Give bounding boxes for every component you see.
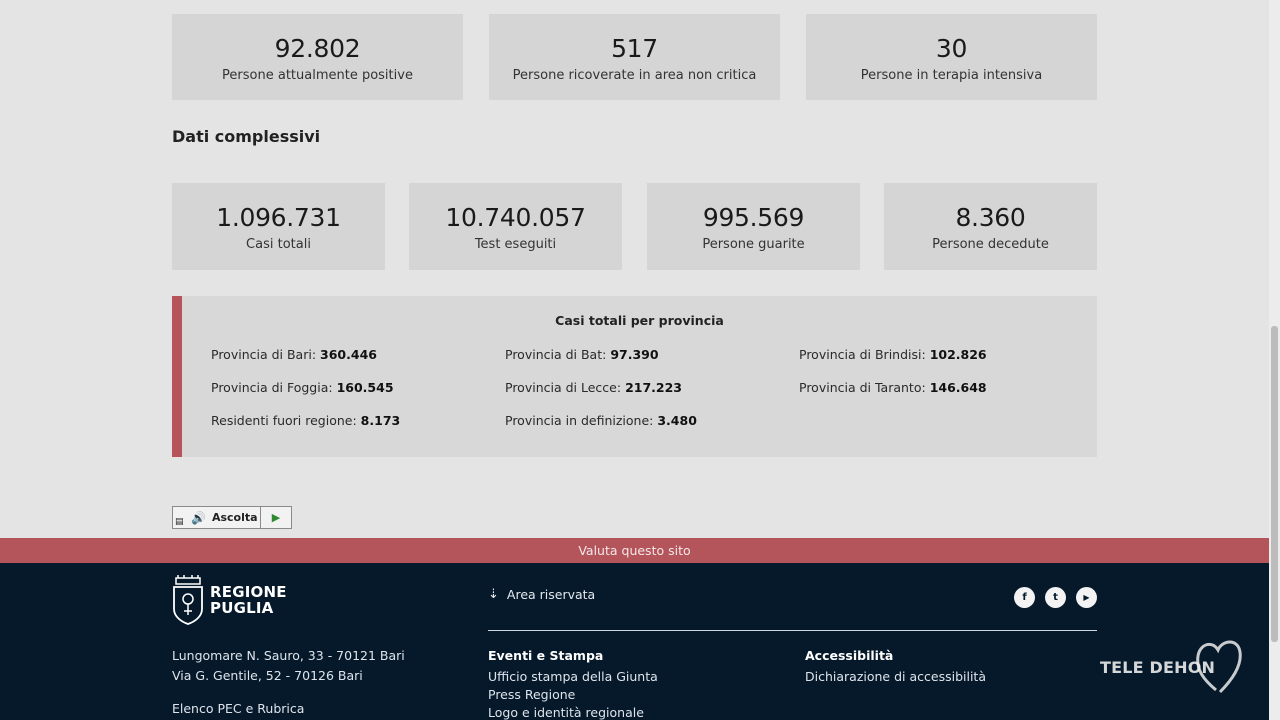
stat-label: Persone decedute [932, 237, 1049, 252]
province-label: Provincia di Bat: [505, 347, 607, 362]
coat-of-arms-icon [173, 575, 203, 625]
watermark-text: TELE DEHON [1100, 658, 1216, 677]
footer-divider [488, 630, 1097, 631]
province-item: Provincia di Foggia: 160.545 [211, 380, 394, 395]
play-icon: ▶ [271, 511, 281, 524]
province-panel: Casi totali per provincia Provincia di B… [172, 296, 1097, 457]
stat-recovered: 995.569 Persone guarite [647, 183, 860, 270]
stat-value: 517 [611, 34, 658, 63]
events-heading: Eventi e Stampa [488, 648, 604, 663]
province-label: Provincia di Bari: [211, 347, 317, 362]
menu-icon[interactable]: ▤ [175, 517, 184, 527]
province-value: 217.223 [625, 380, 682, 395]
province-value: 360.446 [320, 347, 377, 362]
login-icon: ⇣ [488, 587, 499, 602]
province-accent-bar [172, 296, 182, 457]
province-item: Residenti fuori regione: 8.173 [211, 413, 400, 428]
province-item: Provincia di Lecce: 217.223 [505, 380, 682, 395]
stat-label: Test eseguiti [474, 237, 557, 252]
stat-value: 8.360 [955, 203, 1026, 232]
stat-value: 92.802 [274, 34, 361, 63]
scrollbar-thumb[interactable] [1271, 326, 1278, 642]
section-title: Dati complessivi [172, 127, 321, 146]
address-line: Lungomare N. Sauro, 33 - 70121 Bari [172, 648, 405, 663]
province-label: Provincia di Taranto: [799, 380, 926, 395]
footer-link[interactable]: Logo e identità regionale [488, 705, 644, 720]
speaker-icon: 🔊 [191, 510, 206, 525]
stat-intensive-care: 30 Persone in terapia intensiva [806, 14, 1097, 100]
province-item: Provincia di Taranto: 146.648 [799, 380, 987, 395]
youtube-icon[interactable]: ▶ [1076, 587, 1097, 608]
listen-widget: ▤ 🔊 Ascolta ▶ [172, 506, 292, 529]
stat-tests: 10.740.057 Test eseguiti [409, 183, 622, 270]
stat-value: 995.569 [702, 203, 805, 232]
footer-link[interactable]: Ufficio stampa della Giunta [488, 669, 658, 684]
province-label: Provincia in definizione: [505, 413, 654, 428]
footer-link[interactable]: Dichiarazione di accessibilità [805, 669, 986, 684]
scrollbar[interactable] [1269, 0, 1280, 720]
footer: REGIONE PUGLIA Lungomare N. Sauro, 33 - … [0, 563, 1269, 720]
province-item: Provincia di Bari: 360.446 [211, 347, 377, 362]
twitter-icon[interactable]: t [1045, 587, 1066, 608]
logo-text: REGIONE PUGLIA [210, 584, 287, 616]
stat-deceased: 8.360 Persone decedute [884, 183, 1097, 270]
stat-label: Persone in terapia intensiva [860, 68, 1043, 83]
province-value: 160.545 [336, 380, 394, 395]
stat-label: Persone ricoverate in area non critica [512, 68, 757, 83]
province-item: Provincia di Brindisi: 102.826 [799, 347, 987, 362]
area-riservata-link[interactable]: ⇣ Area riservata [488, 587, 595, 602]
rate-site-link[interactable]: Valuta questo sito [0, 538, 1269, 563]
pec-rubrica-link[interactable]: Elenco PEC e Rubrica [172, 701, 305, 716]
province-value: 97.390 [610, 347, 659, 362]
play-button[interactable]: ▶ [261, 507, 291, 528]
stat-label: Persone attualmente positive [222, 68, 413, 83]
province-title: Casi totali per provincia [555, 313, 724, 328]
stat-hospitalized: 517 Persone ricoverate in area non criti… [489, 14, 780, 100]
province-label: Residenti fuori regione: [211, 413, 357, 428]
heart-icon [1196, 640, 1242, 694]
province-item: Provincia in definizione: 3.480 [505, 413, 697, 428]
province-value: 3.480 [657, 413, 697, 428]
footer-link[interactable]: Press Regione [488, 687, 576, 702]
facebook-icon[interactable]: f [1014, 587, 1035, 608]
area-riservata-label: Area riservata [506, 587, 596, 602]
regione-puglia-logo[interactable]: REGIONE PUGLIA [172, 575, 287, 625]
stat-value: 30 [935, 34, 968, 63]
province-value: 8.173 [360, 413, 401, 428]
listen-button[interactable]: ▤ 🔊 Ascolta [173, 507, 261, 528]
tele-dehon-watermark: TELE DEHON [1100, 636, 1250, 696]
stat-positive: 92.802 Persone attualmente positive [172, 14, 463, 100]
province-item: Provincia di Bat: 97.390 [505, 347, 659, 362]
logo-line: REGIONE [210, 583, 287, 601]
stat-label: Casi totali [246, 237, 311, 252]
stat-label: Persone guarite [702, 237, 805, 252]
accessibility-heading: Accessibilità [805, 648, 894, 663]
logo-line: PUGLIA [210, 599, 274, 617]
province-label: Provincia di Foggia: [211, 380, 333, 395]
province-label: Provincia di Lecce: [505, 380, 622, 395]
province-label: Provincia di Brindisi: [799, 347, 926, 362]
address-line: Via G. Gentile, 52 - 70126 Bari [172, 668, 363, 683]
stat-value: 1.096.731 [216, 203, 341, 232]
stat-total-cases: 1.096.731 Casi totali [172, 183, 385, 270]
listen-label: Ascolta [211, 511, 258, 524]
province-value: 146.648 [929, 380, 987, 395]
province-value: 102.826 [929, 347, 987, 362]
stat-value: 10.740.057 [445, 203, 586, 232]
